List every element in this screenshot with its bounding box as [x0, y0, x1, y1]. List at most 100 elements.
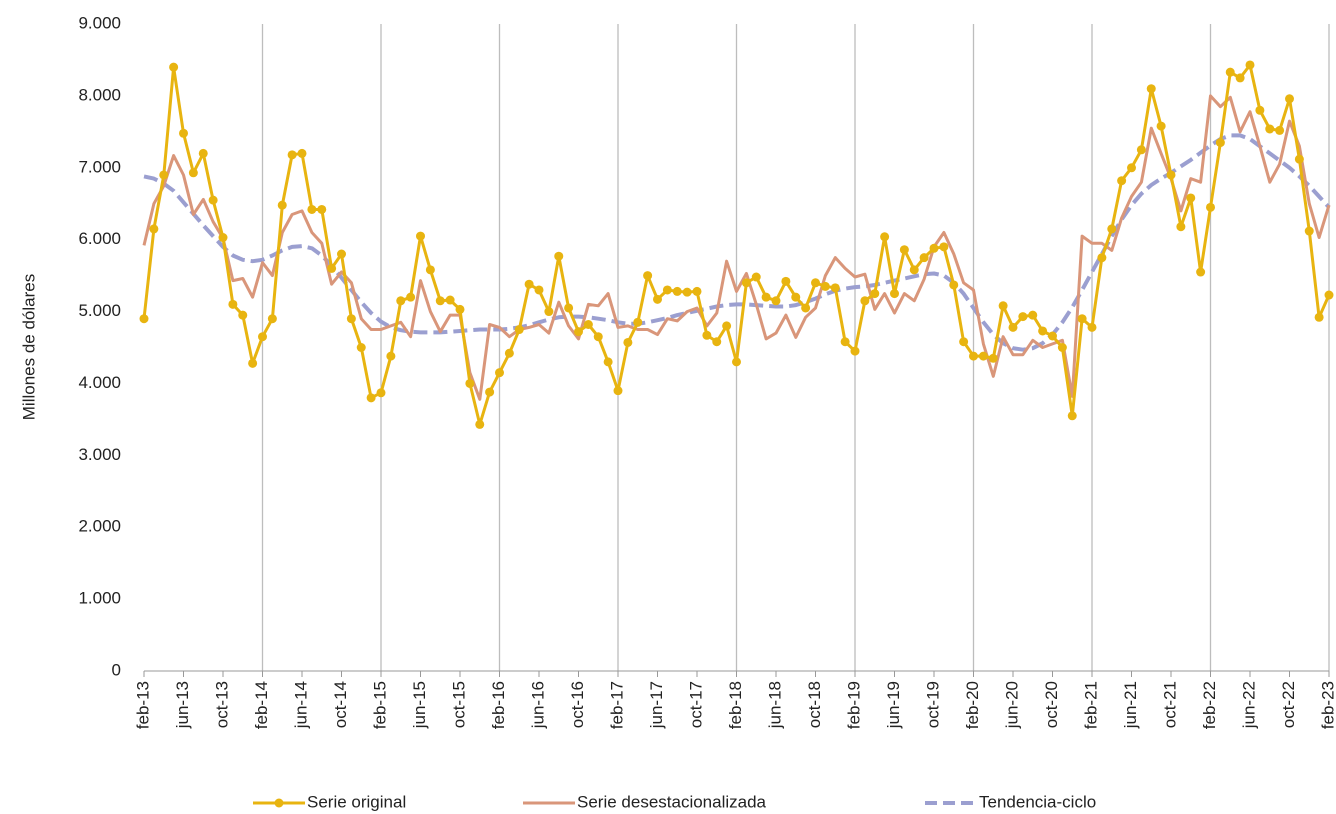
- point: [554, 251, 564, 261]
- x-tick-label: feb-22: [1200, 681, 1219, 729]
- point: [929, 243, 939, 253]
- point: [218, 233, 228, 243]
- y-tick-label: 8.000: [78, 85, 121, 104]
- point: [425, 265, 435, 275]
- legend-marker: [274, 798, 284, 808]
- y-tick-label: 3.000: [78, 445, 121, 464]
- point: [514, 325, 524, 335]
- point: [574, 327, 583, 337]
- point: [1304, 226, 1314, 236]
- y-axis-label: Millones de dólares: [19, 274, 38, 420]
- point: [919, 253, 929, 263]
- point: [890, 289, 899, 299]
- y-tick-label: 9.000: [78, 13, 121, 32]
- point: [1294, 154, 1304, 164]
- point: [969, 351, 978, 361]
- point: [662, 285, 672, 295]
- point: [702, 330, 712, 340]
- point: [445, 295, 455, 305]
- point: [1057, 343, 1067, 352]
- point: [870, 289, 880, 299]
- point: [327, 263, 337, 273]
- point: [643, 271, 653, 281]
- point: [1176, 222, 1186, 232]
- x-tick-label: oct-14: [331, 681, 350, 728]
- point: [978, 351, 988, 361]
- point: [653, 294, 662, 304]
- point: [534, 285, 544, 295]
- point: [633, 317, 643, 327]
- point: [307, 204, 317, 214]
- point: [198, 148, 208, 158]
- point: [1265, 124, 1275, 134]
- point: [208, 195, 218, 205]
- point: [949, 280, 959, 290]
- point: [524, 279, 534, 289]
- point: [830, 283, 840, 293]
- point: [1107, 224, 1117, 234]
- point: [781, 276, 791, 286]
- point: [988, 353, 998, 363]
- point: [416, 231, 425, 241]
- x-tick-label: jun-16: [528, 681, 547, 729]
- x-tick-label: oct-19: [923, 681, 942, 728]
- point: [791, 292, 801, 302]
- x-tick-label: oct-18: [805, 681, 824, 728]
- point: [564, 303, 574, 313]
- point: [1245, 60, 1255, 70]
- point: [880, 232, 890, 242]
- point: [1275, 125, 1285, 135]
- point: [228, 299, 238, 309]
- point: [909, 265, 919, 275]
- point: [258, 332, 267, 342]
- point: [435, 296, 445, 306]
- point: [1314, 312, 1324, 322]
- x-tick-label: feb-18: [726, 681, 745, 729]
- point: [1087, 322, 1097, 332]
- point: [1255, 105, 1265, 115]
- point: [1127, 163, 1136, 173]
- point: [820, 281, 830, 291]
- point: [1166, 170, 1176, 180]
- x-tick-label: jun-17: [647, 681, 666, 729]
- point: [1156, 121, 1166, 131]
- point: [959, 337, 969, 347]
- x-tick-label: feb-23: [1318, 681, 1336, 729]
- point: [623, 337, 633, 347]
- point: [406, 292, 416, 302]
- point: [801, 303, 811, 313]
- point: [366, 393, 376, 403]
- point: [998, 301, 1008, 311]
- point: [1038, 326, 1048, 336]
- point: [811, 278, 820, 288]
- y-tick-label: 6.000: [78, 229, 121, 248]
- point: [297, 148, 307, 158]
- point: [1215, 138, 1225, 148]
- point: [495, 368, 504, 378]
- point: [682, 287, 692, 297]
- point: [840, 337, 850, 347]
- x-tick-label: jun-20: [1002, 681, 1021, 729]
- point: [939, 242, 949, 252]
- point: [238, 310, 248, 320]
- point: [1136, 145, 1146, 155]
- x-tick-label: feb-15: [370, 681, 389, 729]
- point: [712, 337, 722, 347]
- y-tick-label: 5.000: [78, 301, 121, 320]
- x-tick-label: feb-13: [133, 681, 152, 729]
- point: [672, 286, 682, 296]
- y-tick-label: 0: [112, 660, 121, 679]
- point: [761, 292, 771, 302]
- point: [485, 387, 495, 397]
- x-tick-label: oct-20: [1042, 681, 1061, 728]
- x-tick-label: jun-18: [765, 681, 784, 729]
- point: [1117, 176, 1127, 186]
- point: [1225, 67, 1235, 77]
- x-tick-label: feb-16: [489, 681, 508, 729]
- point: [267, 314, 277, 324]
- point: [386, 351, 396, 361]
- x-tick-label: feb-17: [607, 681, 626, 729]
- point: [1018, 312, 1028, 322]
- legend-label: Serie desestacionalizada: [577, 792, 767, 811]
